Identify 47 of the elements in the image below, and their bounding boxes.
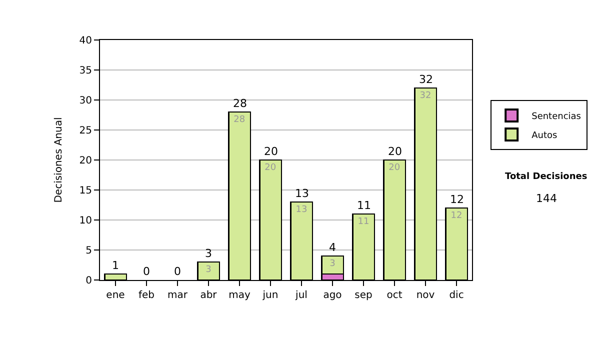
data-label: 20 (388, 163, 400, 173)
data-label: 3 (206, 265, 212, 275)
total-label: 3 (205, 247, 212, 260)
data-label: 13 (296, 205, 308, 215)
text: 144 (536, 192, 557, 205)
data-label: 11 (358, 217, 370, 227)
total-label: 12 (450, 193, 464, 206)
total-label: 0 (143, 265, 150, 278)
x-tick-label: dic (449, 290, 464, 301)
total-label: 20 (388, 145, 402, 158)
data-label: 32 (420, 91, 432, 101)
y-tick-label: 5 (86, 246, 92, 256)
x-tick-label: sep (354, 290, 372, 301)
y-tick-label: 40 (79, 36, 92, 46)
y-tick-label: 0 (86, 276, 92, 286)
text: Total Decisiones (505, 172, 588, 182)
x-tick-label: oct (386, 290, 402, 301)
x-tick-label: feb (138, 290, 155, 301)
y-tick-label: 15 (79, 186, 92, 196)
legend-label: Sentencias (532, 112, 582, 122)
total-label: 28 (233, 97, 247, 110)
total-label: 32 (419, 73, 433, 86)
x-tick-label: ene (106, 290, 125, 301)
data-label: 20 (264, 163, 276, 173)
x-tick-label: mar (168, 290, 188, 301)
x-tick-label: abr (200, 290, 218, 301)
y-tick-label: 20 (79, 156, 92, 166)
data-label: 3 (330, 259, 336, 269)
y-tick-label: 25 (79, 126, 92, 136)
x-tick-label: nov (416, 290, 435, 301)
y-tick-label: 10 (79, 216, 92, 226)
total-label: 0 (174, 265, 181, 278)
total-label: 4 (329, 241, 336, 254)
x-tick-label: jul (294, 290, 308, 301)
total-label: 13 (295, 187, 309, 200)
total-label: 11 (357, 199, 371, 212)
total-label: 1 (112, 259, 119, 272)
data-label: 28 (234, 115, 246, 125)
x-tick-label: ago (323, 290, 342, 301)
data-label: 12 (450, 211, 462, 221)
legend-label: Autos (532, 131, 558, 142)
y-tick-label: 35 (79, 66, 92, 76)
x-tick-label: jun (262, 290, 278, 301)
y-tick-label: 30 (79, 96, 92, 106)
total-label: 20 (264, 145, 278, 158)
x-tick-label: may (228, 290, 250, 301)
y-axis-title: Decisiones Anual (53, 117, 64, 203)
